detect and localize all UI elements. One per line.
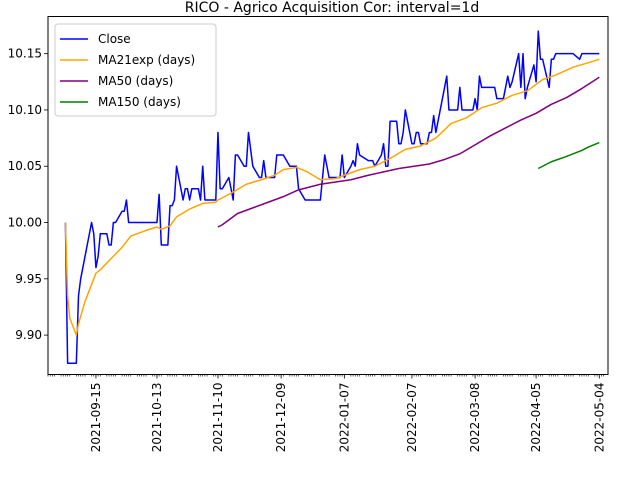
y-tick-label: 10.00 <box>8 216 42 230</box>
y-tick-label: 10.05 <box>8 159 42 173</box>
x-axis: 2021-09-15 2021-10-13 2021-11-10 2021-12-09… <box>47 374 606 453</box>
chart-title: RICO - Agrico Acquisition Cor: interval=… <box>185 0 479 16</box>
series-close-line <box>64 30 600 364</box>
legend-label-ma150-days: MA150 (days) <box>98 95 181 109</box>
x-tick-label: 2021-12-09 <box>274 383 288 453</box>
legend: Close MA21exp (days) MA50 (days) MA150 (day… <box>54 23 217 117</box>
series-ma150-days-line <box>537 141 600 170</box>
y-tick-label: 10.10 <box>8 103 42 117</box>
series-ma21exp-days-line <box>64 58 600 336</box>
y-axis: 9.90 9.95 10.00 10.05 10.10 10.15 <box>8 47 48 342</box>
x-tick-label: 2022-02-07 <box>405 383 419 453</box>
plot-area <box>64 30 600 364</box>
plot-frame <box>47 16 609 375</box>
x-tick-label: 2021-09-15 <box>89 383 103 453</box>
y-tick-label: 9.90 <box>15 328 42 342</box>
y-tick-label: 10.15 <box>8 47 42 61</box>
x-tick-label: 2021-10-13 <box>150 383 164 453</box>
legend-label-ma21exp-days: MA21exp (days) <box>98 53 195 67</box>
x-tick-label: 2022-01-07 <box>337 383 351 453</box>
y-tick-label: 9.95 <box>15 272 42 286</box>
x-tick-label: 2022-05-04 <box>592 383 606 453</box>
series-ma50-days-line <box>217 76 600 228</box>
legend-label-close: Close <box>98 32 131 46</box>
x-tick-label: 2022-04-05 <box>529 383 543 453</box>
x-tick-label: 2022-03-08 <box>468 383 482 453</box>
legend-label-ma50-days: MA50 (days) <box>98 74 173 88</box>
legend-box <box>54 23 217 117</box>
x-tick-label: 2021-11-10 <box>211 383 225 453</box>
